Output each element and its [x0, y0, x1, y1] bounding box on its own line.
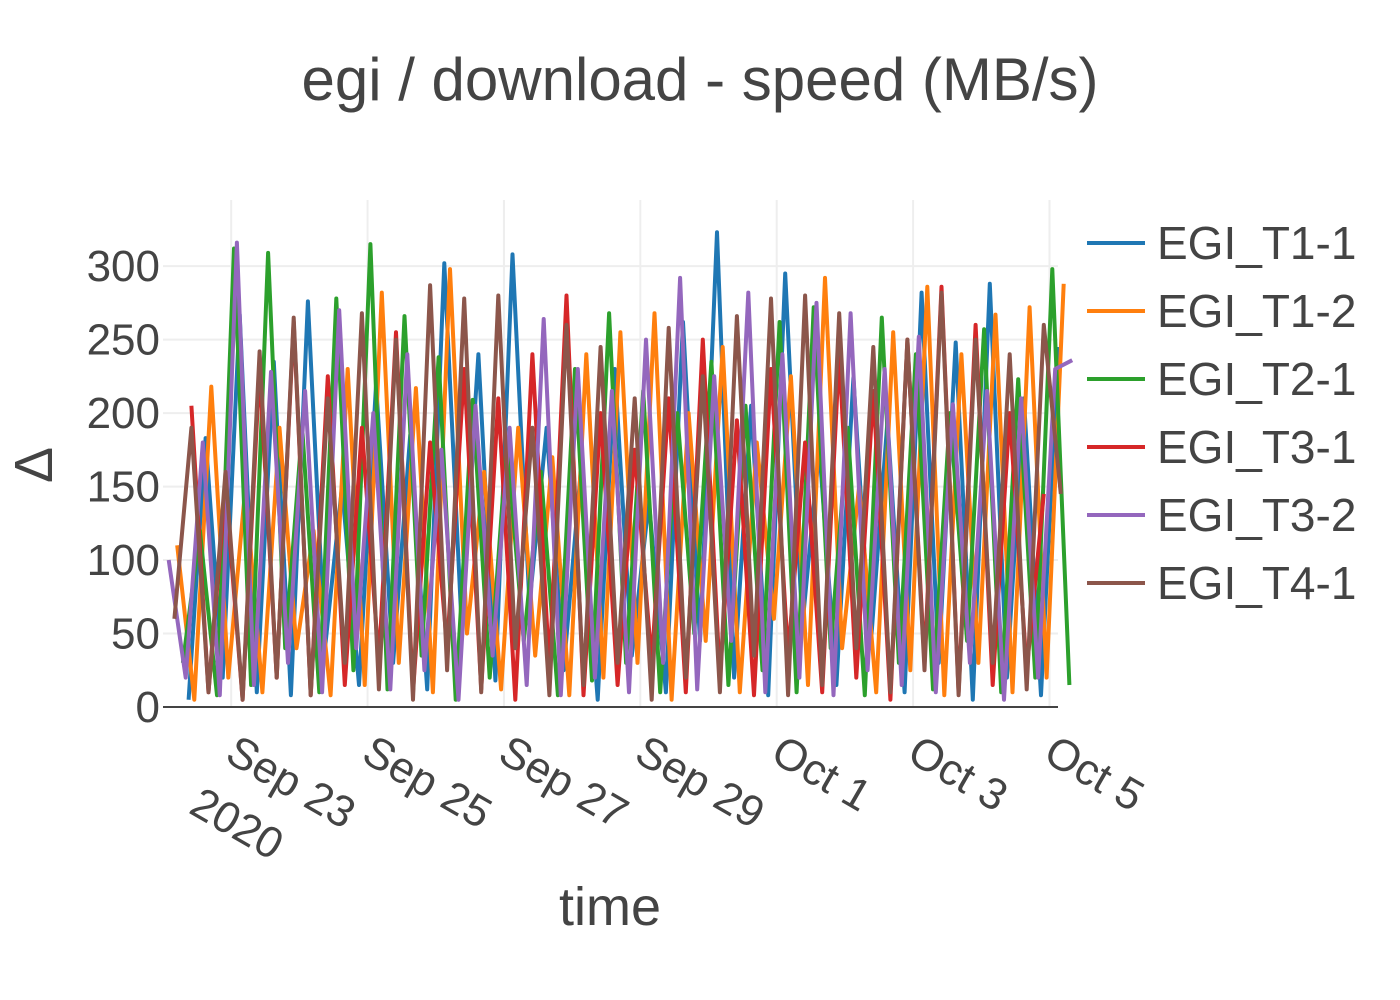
legend-item[interactable]: EGI_T1-2 — [1087, 285, 1356, 337]
legend-label: EGI_T2-1 — [1157, 353, 1356, 405]
x-tick-label: Sep 29 — [627, 726, 772, 838]
legend-item[interactable]: EGI_T4-1 — [1087, 557, 1356, 609]
legend-label: EGI_T3-2 — [1157, 489, 1356, 541]
chart-title: egi / download - speed (MB/s) — [301, 46, 1098, 113]
legend-label: EGI_T1-2 — [1157, 285, 1356, 337]
legend-item[interactable]: EGI_T1-1 — [1087, 217, 1356, 269]
plot-area — [166, 230, 1074, 702]
series-line-egi-t4-1 — [172, 283, 1063, 702]
legend-item[interactable]: EGI_T3-2 — [1087, 489, 1356, 541]
x-tick-label: Oct 3 — [900, 726, 1016, 821]
x-tick-label: Sep 25 — [355, 726, 500, 838]
legend: EGI_T1-1 EGI_T1-2 EGI_T2-1 EGI_T3-1 EGI_T3-2… — [1087, 217, 1356, 609]
y-tick-label: 250 — [87, 316, 160, 365]
y-axis-title: Δ — [4, 447, 64, 483]
series-line-egi-t3-2 — [166, 240, 1074, 702]
y-tick-label: 300 — [87, 242, 160, 291]
x-tick-label: Sep 27 — [491, 726, 636, 838]
x-tick-label: Oct 5 — [1036, 726, 1152, 821]
x-tick-label: Oct 1 — [764, 726, 880, 821]
legend-label: EGI_T3-1 — [1157, 421, 1356, 473]
legend-item[interactable]: EGI_T3-1 — [1087, 421, 1356, 473]
y-tick-label: 100 — [87, 536, 160, 585]
y-tick-label: 0 — [136, 683, 160, 732]
legend-label: EGI_T1-1 — [1157, 217, 1356, 269]
y-tick-label: 200 — [87, 389, 160, 438]
y-tick-label: 150 — [87, 463, 160, 512]
x-axis-title: time — [559, 877, 661, 937]
legend-label: EGI_T4-1 — [1157, 557, 1356, 609]
y-tick-label: 50 — [111, 610, 160, 659]
legend-item[interactable]: EGI_T2-1 — [1087, 353, 1356, 405]
y-axis-ticks: 0 50 100 150 200 250 300 — [87, 242, 160, 732]
